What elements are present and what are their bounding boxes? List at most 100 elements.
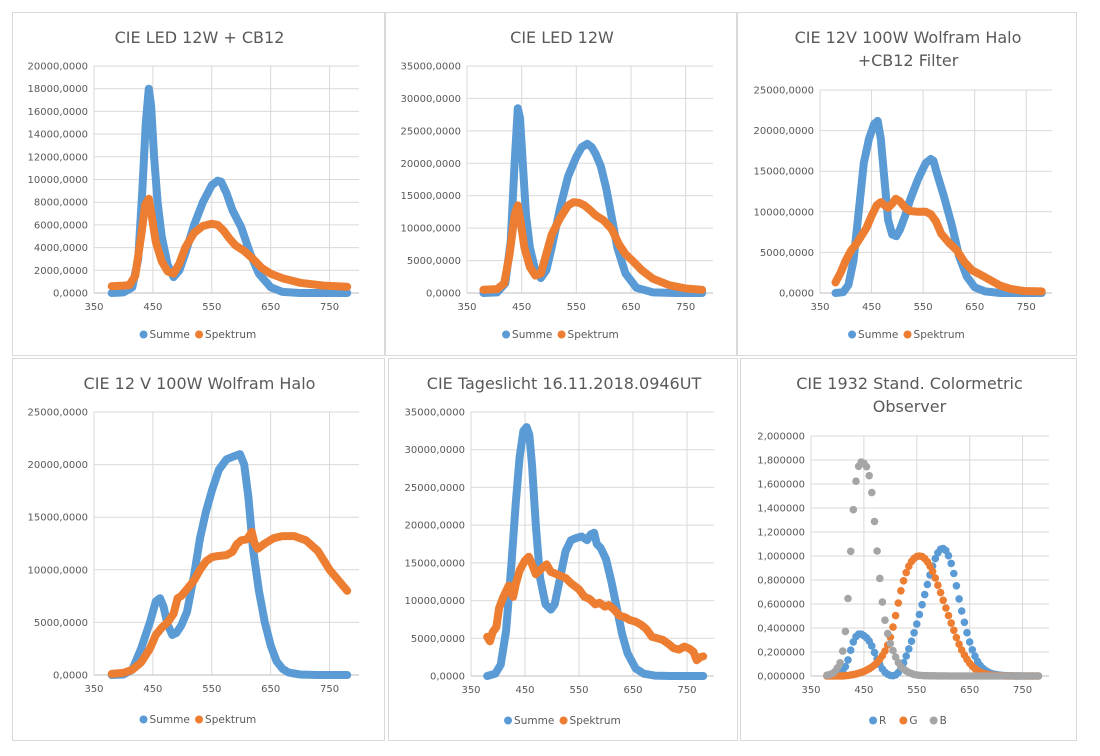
data-point: [852, 477, 860, 485]
y-tick-label: 12000,0000: [28, 152, 88, 163]
legend-marker-summe: [139, 715, 148, 724]
y-tick-label: 35000,0000: [405, 408, 465, 419]
legend-marker-summe: [848, 330, 857, 339]
x-tick-label: 350: [84, 684, 103, 695]
data-point: [889, 623, 897, 631]
data-point: [889, 646, 897, 655]
y-tick-label: 6000,0000: [34, 220, 88, 231]
data-point: [915, 610, 924, 619]
y-tick-label: 14000,0000: [28, 130, 88, 141]
legend-label: G: [909, 715, 917, 727]
data-point: [899, 577, 908, 585]
y-tick-label: 15000,0000: [401, 191, 461, 202]
series-line-spektrum: [479, 198, 707, 294]
x-tick-label: 650: [965, 302, 984, 313]
chart-title: CIE LED 12W: [510, 28, 614, 47]
data-point: [944, 611, 953, 620]
chart-title: CIE LED 12W + CB12: [115, 28, 285, 47]
x-tick-label: 350: [810, 302, 829, 313]
x-tick-label: 550: [569, 685, 588, 696]
y-tick-label: 5000,0000: [411, 634, 465, 645]
x-tick-label: 550: [567, 302, 586, 313]
data-point: [963, 628, 971, 637]
series-line-summe: [831, 116, 1046, 297]
legend-label: R: [879, 715, 886, 727]
chart-title: CIE 12 V 100W Wolfram Halo: [84, 374, 316, 393]
legend-label: Summe: [150, 329, 190, 341]
x-tick-label: 650: [960, 685, 979, 696]
y-tick-label: 16000,0000: [28, 107, 88, 118]
y-tick-label: 2,000000: [757, 432, 805, 443]
legend-label: Summe: [512, 329, 552, 341]
chart-tageslicht: CIE Tageslicht 16.11.2018.0946UT 0,0000 50…: [405, 374, 714, 727]
y-tick-label: 4000,0000: [34, 243, 88, 254]
data-point: [944, 551, 953, 560]
data-point: [868, 488, 876, 497]
y-tick-label: 20000,0000: [754, 126, 814, 137]
data-point: [844, 594, 852, 603]
data-point: [939, 596, 947, 605]
data-point: [947, 619, 955, 627]
y-tick-label: 8000,0000: [34, 198, 88, 209]
x-tick-label: 550: [914, 302, 933, 313]
x-tick-label: 750: [677, 685, 696, 696]
data-point: [846, 646, 855, 654]
data-point: [886, 639, 895, 648]
legend-label: Summe: [150, 714, 190, 726]
data-point: [878, 598, 887, 606]
x-tick-label: 450: [862, 302, 881, 313]
series-b: [823, 458, 1043, 680]
data-point: [934, 581, 942, 589]
y-tick-label: 0,0000: [53, 671, 88, 682]
y-tick-label: 0,400000: [757, 624, 805, 635]
data-point: [950, 626, 958, 635]
legend-label: Spektrum: [570, 715, 621, 727]
chart-title: CIE 12V 100W Wolfram Halo: [795, 28, 1022, 47]
x-tick-label: 650: [621, 302, 640, 313]
y-tick-label: 30000,0000: [401, 94, 461, 105]
data-point: [952, 582, 961, 590]
legend: Summe Spektrum: [848, 329, 965, 341]
legend-label: Summe: [858, 329, 898, 341]
data-point: [873, 547, 881, 555]
chart-wolfram-cb12: CIE 12V 100W Wolfram Halo +CB12 Filter 0,0…: [754, 28, 1052, 341]
series-line-spektrum: [831, 194, 1046, 296]
series-line-summe: [107, 84, 352, 297]
legend: Summe Spektrum: [139, 714, 256, 726]
y-tick-label: 1,600000: [757, 480, 805, 491]
y-tick-label: 15000,0000: [754, 167, 814, 178]
y-tick-label: 5000,0000: [760, 248, 814, 259]
chart-title: CIE 1932 Stand. Colormetric: [796, 374, 1023, 393]
y-tick-label: 0,0000: [779, 289, 814, 300]
chart-panel-led12w-cb12: CIE LED 12W + CB12 0,0000 2000,0000 4000,00…: [12, 12, 385, 356]
y-tick-label: 2000,0000: [34, 266, 88, 277]
series-line-spektrum: [107, 194, 352, 291]
data-point: [928, 567, 937, 576]
data-point: [897, 587, 905, 595]
y-tick-label: 20000,0000: [401, 159, 461, 170]
data-point: [836, 659, 844, 667]
y-tick-label: 15000,0000: [28, 513, 88, 524]
data-point: [965, 638, 974, 646]
data-point: [918, 600, 926, 609]
x-tick-label: 350: [801, 685, 820, 696]
y-tick-label: 18000,0000: [28, 84, 88, 95]
x-tick-label: 550: [907, 685, 926, 696]
legend-marker-summe: [139, 330, 148, 339]
legend-label: Spektrum: [205, 329, 256, 341]
data-point: [1034, 672, 1043, 680]
y-tick-label: 1,400000: [757, 504, 805, 515]
y-tick-label: 0,0000: [426, 289, 461, 300]
data-point: [905, 645, 913, 653]
data-point: [950, 569, 958, 578]
chart-led12w: CIE LED 12W 0,0000 5000,0000 10000,0000 1500…: [401, 28, 713, 341]
y-tick-label: 1,800000: [757, 456, 805, 467]
data-point: [931, 554, 940, 563]
data-point: [913, 620, 921, 628]
legend-label: Spektrum: [568, 329, 619, 341]
y-tick-label: 10000,0000: [401, 224, 461, 235]
data-point: [883, 629, 892, 638]
y-tick-label: 0,000000: [757, 672, 805, 683]
chart-panel-tageslicht: CIE Tageslicht 16.11.2018.0946UT 0,0000 50…: [388, 358, 738, 741]
